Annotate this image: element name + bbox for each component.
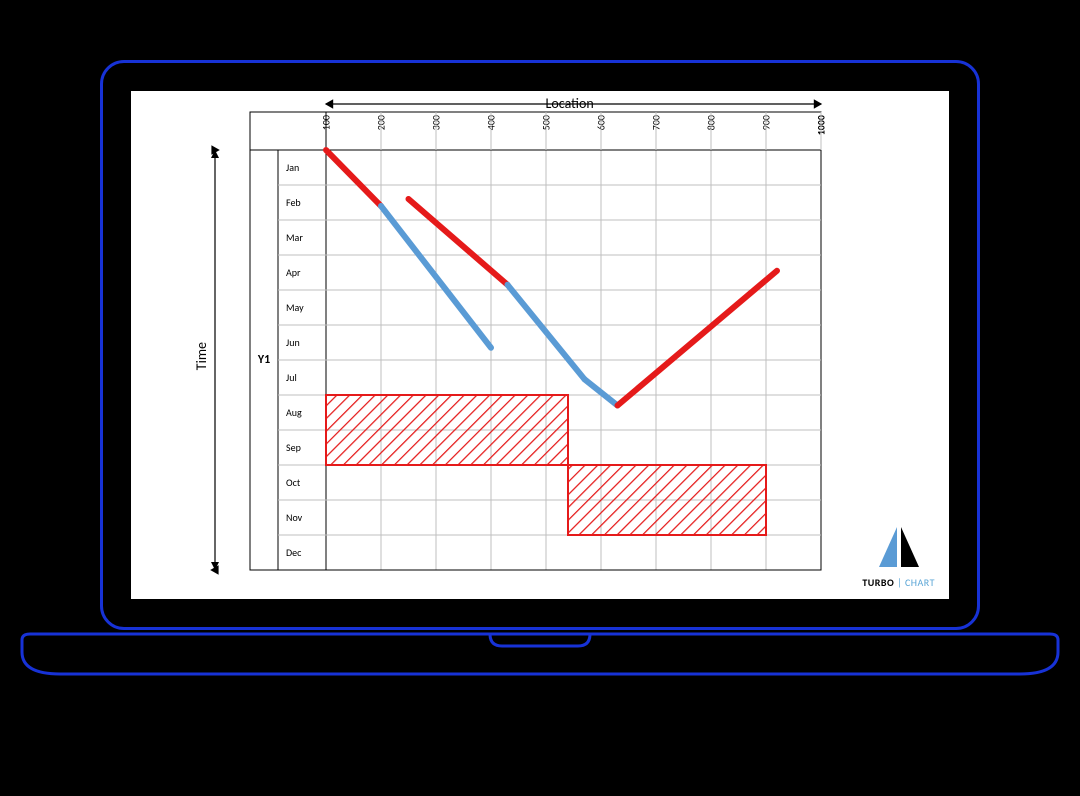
time-distance-chart (131, 91, 949, 599)
brand-logo: TURBO | CHART (862, 525, 935, 589)
screen-content: Location 1002003004005006007008009001000… (131, 91, 949, 599)
logo-text: TURBO | CHART (862, 576, 935, 589)
logo-text-turbo: TURBO (862, 576, 894, 589)
laptop-base (20, 628, 1060, 688)
laptop-screen-bezel: Location 1002003004005006007008009001000… (100, 60, 980, 630)
logo-icon (867, 525, 931, 569)
logo-text-chart: CHART (905, 576, 935, 589)
laptop-frame: Location 1002003004005006007008009001000… (100, 60, 980, 688)
logo-text-sep: | (897, 576, 902, 589)
